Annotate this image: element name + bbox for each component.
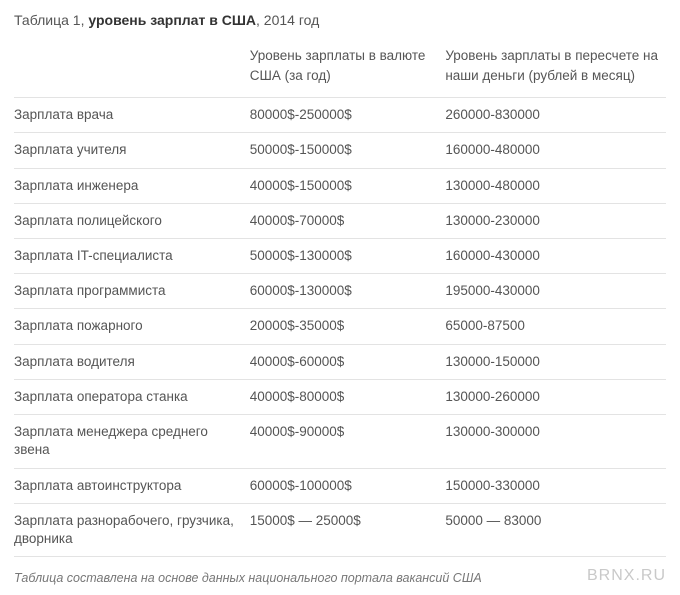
cell-rub: 130000-260000 xyxy=(445,379,666,414)
table-row: Зарплата менеджера среднего звена40000$-… xyxy=(14,415,666,468)
cell-usd: 40000$-90000$ xyxy=(250,415,446,468)
cell-usd: 50000$-130000$ xyxy=(250,239,446,274)
table-row: Зарплата полицейского40000$-70000$130000… xyxy=(14,203,666,238)
table-row: Зарплата программиста60000$-130000$19500… xyxy=(14,274,666,309)
cell-usd: 40000$-150000$ xyxy=(250,168,446,203)
cell-rub: 65000-87500 xyxy=(445,309,666,344)
cell-rub: 130000-230000 xyxy=(445,203,666,238)
watermark: BRNX.RU xyxy=(587,567,666,585)
table-header-row: Уровень зарплаты в валюте США (за год) У… xyxy=(14,40,666,98)
cell-usd: 40000$-60000$ xyxy=(250,344,446,379)
cell-rub: 160000-430000 xyxy=(445,239,666,274)
table-row: Зарплата инженера40000$-150000$130000-48… xyxy=(14,168,666,203)
cell-rub: 130000-300000 xyxy=(445,415,666,468)
col-header-label xyxy=(14,40,250,98)
cell-rub: 260000-830000 xyxy=(445,98,666,133)
cell-label: Зарплата разнорабочего, грузчика, дворни… xyxy=(14,503,250,556)
table-row: Зарплата водителя40000$-60000$130000-150… xyxy=(14,344,666,379)
cell-label: Зарплата учителя xyxy=(14,133,250,168)
table-title: Таблица 1, уровень зарплат в США, 2014 г… xyxy=(14,12,666,28)
cell-usd: 20000$-35000$ xyxy=(250,309,446,344)
cell-usd: 40000$-70000$ xyxy=(250,203,446,238)
table-row: Зарплата автоинструктора60000$-100000$15… xyxy=(14,468,666,503)
table-row: Зарплата пожарного20000$-35000$65000-875… xyxy=(14,309,666,344)
cell-rub: 130000-480000 xyxy=(445,168,666,203)
cell-usd: 40000$-80000$ xyxy=(250,379,446,414)
cell-label: Зарплата инженера xyxy=(14,168,250,203)
table-row: Зарплата разнорабочего, грузчика, дворни… xyxy=(14,503,666,556)
cell-usd: 80000$-250000$ xyxy=(250,98,446,133)
table-row: Зарплата учителя50000$-150000$160000-480… xyxy=(14,133,666,168)
cell-label: Зарплата оператора станка xyxy=(14,379,250,414)
col-header-rub: Уровень зарплаты в пересчете на наши ден… xyxy=(445,40,666,98)
cell-label: Зарплата автоинструктора xyxy=(14,468,250,503)
table-footnote: Таблица составлена на основе данных наци… xyxy=(14,571,482,585)
title-prefix: Таблица 1, xyxy=(14,12,88,28)
cell-rub: 50000 — 83000 xyxy=(445,503,666,556)
cell-rub: 160000-480000 xyxy=(445,133,666,168)
cell-label: Зарплата менеджера среднего звена xyxy=(14,415,250,468)
table-row: Зарплата IT-специалиста50000$-130000$160… xyxy=(14,239,666,274)
col-header-usd: Уровень зарплаты в валюте США (за год) xyxy=(250,40,446,98)
cell-usd: 15000$ — 25000$ xyxy=(250,503,446,556)
cell-rub: 150000-330000 xyxy=(445,468,666,503)
title-bold: уровень зарплат в США xyxy=(88,12,256,28)
cell-usd: 60000$-100000$ xyxy=(250,468,446,503)
cell-rub: 130000-150000 xyxy=(445,344,666,379)
cell-label: Зарплата полицейского xyxy=(14,203,250,238)
cell-label: Зарплата врача xyxy=(14,98,250,133)
salary-table: Уровень зарплаты в валюте США (за год) У… xyxy=(14,40,666,557)
cell-label: Зарплата пожарного xyxy=(14,309,250,344)
table-row: Зарплата оператора станка40000$-80000$13… xyxy=(14,379,666,414)
title-suffix: , 2014 год xyxy=(256,12,319,28)
cell-rub: 195000-430000 xyxy=(445,274,666,309)
cell-label: Зарплата водителя xyxy=(14,344,250,379)
cell-label: Зарплата программиста xyxy=(14,274,250,309)
table-row: Зарплата врача80000$-250000$260000-83000… xyxy=(14,98,666,133)
cell-label: Зарплата IT-специалиста xyxy=(14,239,250,274)
cell-usd: 50000$-150000$ xyxy=(250,133,446,168)
cell-usd: 60000$-130000$ xyxy=(250,274,446,309)
